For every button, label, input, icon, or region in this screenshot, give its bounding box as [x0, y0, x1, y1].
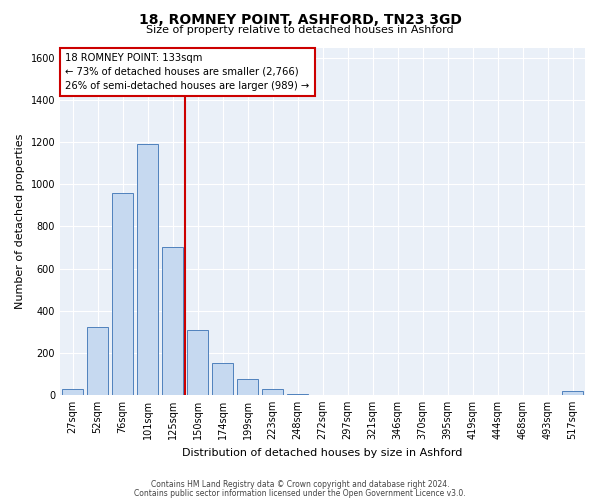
Bar: [562, 391, 583, 395]
Bar: [287, 394, 308, 395]
Y-axis label: Number of detached properties: Number of detached properties: [15, 134, 25, 309]
Text: Contains HM Land Registry data © Crown copyright and database right 2024.: Contains HM Land Registry data © Crown c…: [151, 480, 449, 489]
Text: 18 ROMNEY POINT: 133sqm
← 73% of detached houses are smaller (2,766)
26% of semi: 18 ROMNEY POINT: 133sqm ← 73% of detache…: [65, 52, 310, 90]
Bar: [162, 248, 183, 395]
Bar: [262, 389, 283, 395]
X-axis label: Distribution of detached houses by size in Ashford: Distribution of detached houses by size …: [182, 448, 463, 458]
Bar: [212, 363, 233, 395]
Bar: [112, 192, 133, 395]
Bar: [87, 328, 108, 395]
Bar: [237, 379, 258, 395]
Bar: [137, 144, 158, 395]
Text: Contains public sector information licensed under the Open Government Licence v3: Contains public sector information licen…: [134, 488, 466, 498]
Bar: [187, 330, 208, 395]
Bar: [62, 389, 83, 395]
Text: Size of property relative to detached houses in Ashford: Size of property relative to detached ho…: [146, 25, 454, 35]
Text: 18, ROMNEY POINT, ASHFORD, TN23 3GD: 18, ROMNEY POINT, ASHFORD, TN23 3GD: [139, 12, 461, 26]
